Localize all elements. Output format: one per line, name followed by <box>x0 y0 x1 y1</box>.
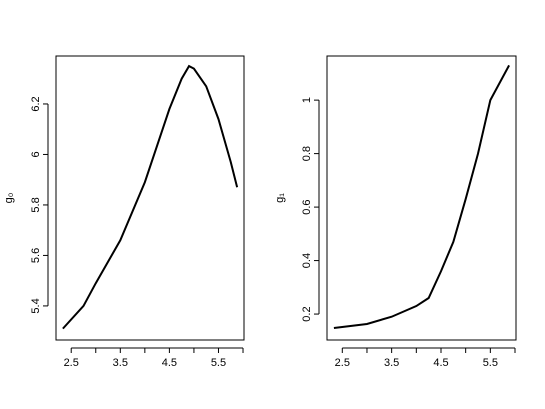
x-tick-label: 3.5 <box>113 357 128 369</box>
y-tick-label: 5.4 <box>30 298 42 313</box>
x-tick-label: 5.5 <box>211 357 226 369</box>
x-tick-label: 2.5 <box>335 357 350 369</box>
x-tick-label: 2.5 <box>64 357 79 369</box>
x-tick-label: 4.5 <box>162 357 177 369</box>
x-tick-label: 3.5 <box>384 357 399 369</box>
line <box>62 64 239 330</box>
y-tick-label: 0.4 <box>301 253 313 268</box>
plot-frame <box>55 55 245 341</box>
x-tick-label: 5.5 <box>483 357 498 369</box>
y-tick-label: 5.6 <box>30 248 42 263</box>
y-tick-label: 1 <box>301 97 313 103</box>
plot-frame <box>326 55 517 341</box>
y-tick-label: 0.2 <box>301 306 313 321</box>
line <box>333 64 510 329</box>
y-tick-label: 0.6 <box>301 199 313 214</box>
y-axis-label: g₀ <box>3 193 15 204</box>
y-tick-label: 0.8 <box>301 146 313 161</box>
y-tick-label: 5.8 <box>30 197 42 212</box>
x-tick-label: 4.5 <box>433 357 448 369</box>
y-tick-label: 6.2 <box>30 96 42 111</box>
y-tick-label: 6 <box>30 151 42 157</box>
y-axis-label: g₁ <box>274 193 286 203</box>
